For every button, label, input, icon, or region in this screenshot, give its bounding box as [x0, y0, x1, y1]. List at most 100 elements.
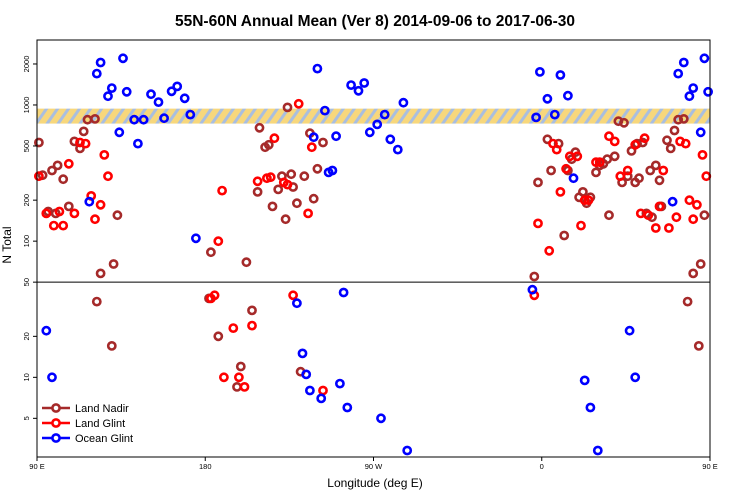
- ocean-glint-point: [392, 144, 403, 155]
- land-nadir-point: [254, 122, 265, 133]
- land-glint-point: [684, 195, 695, 206]
- land-glint-point: [303, 208, 313, 219]
- ocean-glint-point: [695, 127, 706, 138]
- land-glint-point: [643, 210, 654, 221]
- land-nadir-point: [662, 135, 672, 146]
- land-glint-point: [591, 157, 601, 168]
- legend-label: Land Nadir: [75, 403, 129, 415]
- ocean-glint-point: [331, 131, 341, 142]
- land-nadir-point: [291, 198, 302, 209]
- land-nadir-point: [669, 125, 680, 136]
- land-glint-point: [58, 220, 69, 231]
- land-nadir-point: [645, 165, 656, 176]
- land-glint-point: [664, 223, 674, 233]
- land-glint-point: [95, 199, 106, 210]
- land-nadir-point: [678, 114, 689, 124]
- land-glint-point: [293, 98, 304, 109]
- land-nadir-point: [609, 151, 620, 162]
- land-glint-point: [654, 201, 665, 212]
- land-glint-point: [34, 171, 44, 182]
- land-nadir-point: [106, 340, 117, 351]
- ocean-glint-point: [684, 91, 695, 102]
- land-nadir-point: [591, 167, 601, 178]
- y-tick-label: 500: [22, 140, 31, 153]
- ocean-glint-point: [172, 81, 183, 92]
- ocean-glint-point: [129, 114, 140, 125]
- land-nadir-point: [673, 114, 684, 125]
- land-glint-point: [213, 236, 224, 247]
- land-glint-point: [239, 381, 250, 392]
- ocean-glint-point: [667, 196, 678, 207]
- ocean-glint-point: [166, 86, 177, 97]
- land-nadir-point: [619, 117, 629, 128]
- land-glint-point: [282, 179, 293, 190]
- land-glint-point: [615, 171, 626, 182]
- ocean-glint-point: [673, 68, 684, 79]
- land-glint-point: [579, 195, 590, 206]
- land-glint-point: [701, 171, 712, 182]
- land-glint-point: [218, 372, 229, 383]
- ocean-glint-point: [585, 402, 596, 413]
- x-tick-label: 90 E: [702, 462, 717, 471]
- y-tick-label: 200: [22, 194, 31, 207]
- land-nadir-point: [699, 210, 710, 221]
- ocean-glint-point: [138, 114, 149, 125]
- ocean-glint-point: [402, 445, 413, 456]
- land-glint-point: [265, 172, 276, 183]
- land-glint-point: [555, 186, 566, 197]
- ocean-glint-point: [376, 413, 386, 424]
- ocean-glint-point: [91, 68, 102, 79]
- land-nadir-point: [312, 163, 323, 174]
- ocean-glint-point: [304, 385, 315, 396]
- land-nadir-point: [546, 165, 556, 176]
- land-glint-point: [609, 136, 620, 147]
- land-glint-point: [650, 223, 661, 233]
- ocean-glint-point: [372, 119, 383, 130]
- land-glint-point: [639, 133, 650, 144]
- land-glint-legend-marker: [51, 418, 61, 428]
- land-glint-point: [692, 199, 702, 210]
- land-glint-point: [576, 220, 586, 231]
- land-nadir-point: [213, 331, 224, 342]
- land-glint-point: [80, 138, 91, 149]
- ocean-glint-point: [624, 325, 635, 336]
- y-axis: 5 10 20 50 100 200 500 1000 2000: [22, 56, 37, 420]
- ocean-glint-point: [342, 402, 353, 413]
- land-glint-point: [671, 212, 682, 223]
- land-glint-point: [544, 245, 555, 256]
- land-nadir-point: [529, 271, 540, 282]
- land-nadir-point: [578, 186, 588, 197]
- ocean-glint-point: [549, 109, 560, 120]
- ocean-glint-point: [364, 127, 375, 138]
- land-glint-point: [48, 220, 59, 231]
- land-nadir-point: [63, 201, 74, 212]
- land-nadir-point: [654, 175, 665, 186]
- y-axis-label: N Total: [0, 226, 14, 263]
- land-nadir-point: [34, 137, 44, 148]
- land-nadir-point: [205, 247, 216, 258]
- ocean-glint-point: [308, 132, 319, 143]
- land-glint-point: [247, 320, 257, 331]
- ocean-glint-point: [316, 393, 327, 404]
- legend: Land Nadir Land Glint Ocean Glint: [42, 403, 133, 445]
- y-tick-label: 1000: [22, 97, 31, 114]
- band-area: [37, 108, 710, 124]
- ocean-glint-point: [688, 83, 699, 93]
- ocean-glint-point: [159, 113, 169, 124]
- ocean-glint-point: [114, 127, 125, 138]
- ocean-glint-point: [319, 105, 330, 116]
- y-tick-label: 20: [22, 332, 31, 340]
- land-glint-point: [103, 171, 113, 182]
- ocean-glint-point: [121, 86, 132, 97]
- land-glint-point: [63, 158, 74, 169]
- ocean-glint-point: [338, 287, 349, 298]
- y-tick-label: 50: [22, 278, 31, 286]
- land-glint-point: [90, 214, 100, 225]
- land-nadir-point: [602, 154, 613, 165]
- land-nadir-point: [91, 296, 102, 307]
- y-tick-label: 10: [22, 373, 31, 381]
- land-glint-point: [233, 372, 244, 383]
- ocean-glint-point: [592, 445, 603, 456]
- land-glint-point: [551, 144, 562, 155]
